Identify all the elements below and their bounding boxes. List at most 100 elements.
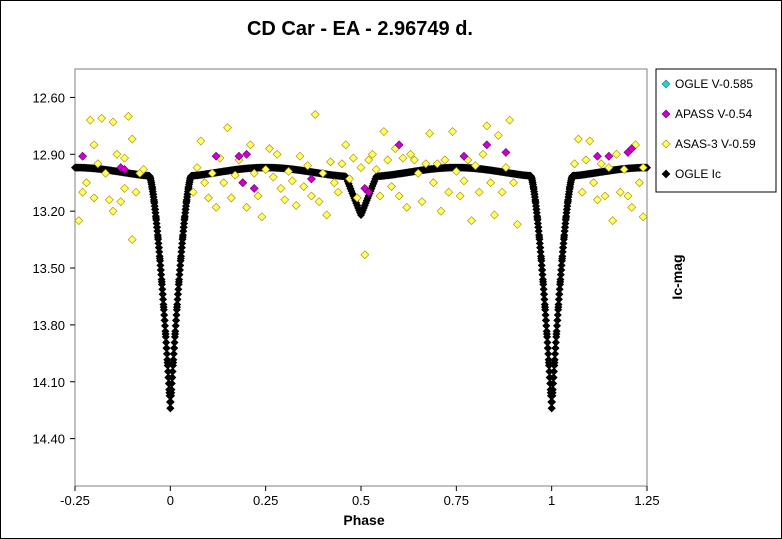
ogle-ic-point <box>552 332 561 341</box>
x-tick-label: -0.25 <box>60 493 90 508</box>
asas3-point <box>326 157 335 167</box>
ogle-ic-point <box>173 300 182 309</box>
ogle-ic-point <box>170 332 179 341</box>
ogle-ic-point <box>548 391 557 400</box>
legend: OGLE V-0.585 APASS V-0.54 ASAS-3 V-0.59 OGL… <box>655 68 777 193</box>
apass-point <box>459 151 469 161</box>
ogle-ic-point <box>176 256 185 265</box>
asas3-point <box>493 130 503 140</box>
asas3-point <box>261 165 271 174</box>
asas3-point <box>413 168 423 178</box>
ogle-ic-point <box>570 171 579 180</box>
asas3-point <box>284 166 293 176</box>
ogle-ic-point <box>548 385 557 394</box>
apass-point <box>501 147 511 157</box>
x-axis-title: Phase <box>343 512 384 528</box>
asas3-point <box>223 123 232 133</box>
ogle-ic-point <box>551 344 560 353</box>
ogle-ic-point <box>170 344 179 353</box>
legend-label: OGLE Ic <box>675 167 721 181</box>
apass-point <box>242 149 252 159</box>
ogle-ic-point <box>552 327 561 336</box>
asas3-point <box>200 178 210 188</box>
x-tick-label: 1 <box>548 493 555 508</box>
asas3-point <box>318 168 328 178</box>
ogle-ic-point <box>540 295 549 304</box>
ogle-ic-point <box>541 316 550 325</box>
ogle-ic-point <box>173 295 182 304</box>
ogle-ic-point <box>556 275 565 284</box>
asas3-point <box>623 191 633 201</box>
asas3-point <box>379 127 389 136</box>
apass-point <box>394 140 404 150</box>
ogle-ic-point <box>537 261 546 270</box>
ogle-ic-point <box>542 321 551 330</box>
ogle-ic-point <box>549 379 558 388</box>
asas3-point <box>474 187 484 197</box>
ogle-ic-point <box>551 349 560 358</box>
asas3-point <box>448 127 457 136</box>
asas3-point <box>600 191 610 201</box>
ogle-ic-point <box>156 261 165 270</box>
asas3-point <box>341 140 351 150</box>
y-tick-label: 12.60 <box>32 90 65 105</box>
series-apass <box>78 140 637 197</box>
x-tick-label: 0.5 <box>352 493 370 508</box>
ogle-ic-point <box>156 265 165 274</box>
ogle-ic-point <box>158 285 167 294</box>
ogle-ic-point <box>159 305 168 314</box>
asas3-point <box>268 172 278 182</box>
asas3-point <box>211 202 221 212</box>
asas3-point <box>249 168 259 178</box>
ogle-ic-point <box>553 311 562 320</box>
asas3-point <box>295 151 305 161</box>
legend-marker <box>661 79 671 89</box>
asas3-point <box>345 174 354 184</box>
ogle-ic-point <box>160 311 169 320</box>
asas3-point <box>364 155 374 165</box>
legend-label: OGLE V-0.585 <box>675 77 753 91</box>
asas3-point <box>589 178 599 188</box>
asas3-point <box>451 166 461 176</box>
ogle-ic-point <box>541 311 550 320</box>
apass-point <box>238 178 248 188</box>
asas3-point <box>78 187 88 197</box>
asas3-point <box>188 187 198 197</box>
ogle-ic-point <box>555 285 564 294</box>
asas3-point <box>242 202 252 212</box>
apass-point <box>307 174 316 184</box>
ogle-ic-point <box>557 256 566 265</box>
x-tick-label: 0 <box>167 493 174 508</box>
asas3-point <box>280 195 290 205</box>
ogle-ic-point <box>162 344 171 353</box>
asas3-point <box>352 193 362 203</box>
ogle-ic-point <box>538 265 547 274</box>
asas3-point <box>497 187 507 197</box>
ogle-ic-point <box>555 290 564 299</box>
asas3-point <box>455 191 465 201</box>
ogle-ic-point <box>163 361 172 370</box>
apass-point <box>593 151 602 161</box>
ogle-ic-point <box>162 338 171 347</box>
ogle-ic-point <box>557 261 566 270</box>
asas3-point <box>360 250 370 260</box>
y-tick-label: 12.90 <box>32 147 65 162</box>
asas3-point <box>573 134 583 144</box>
ogle-ic-point <box>169 361 178 370</box>
ogle-ic-point <box>550 355 559 364</box>
asas3-point <box>74 216 84 226</box>
asas3-point <box>581 155 591 165</box>
ogle-ic-point <box>536 247 545 256</box>
asas3-point <box>478 149 488 159</box>
asas3-point <box>444 187 454 197</box>
ogle-ic-point <box>171 327 180 336</box>
asas3-point <box>82 178 91 188</box>
ogle-ic-point <box>161 327 170 336</box>
ogle-ic-point <box>554 305 563 314</box>
ogle-ic-point <box>175 265 184 274</box>
ogle-ic-point <box>550 361 559 370</box>
asas3-point <box>394 191 404 201</box>
asas3-point <box>314 197 324 207</box>
asas3-point <box>101 168 110 178</box>
asas3-point <box>104 195 114 205</box>
